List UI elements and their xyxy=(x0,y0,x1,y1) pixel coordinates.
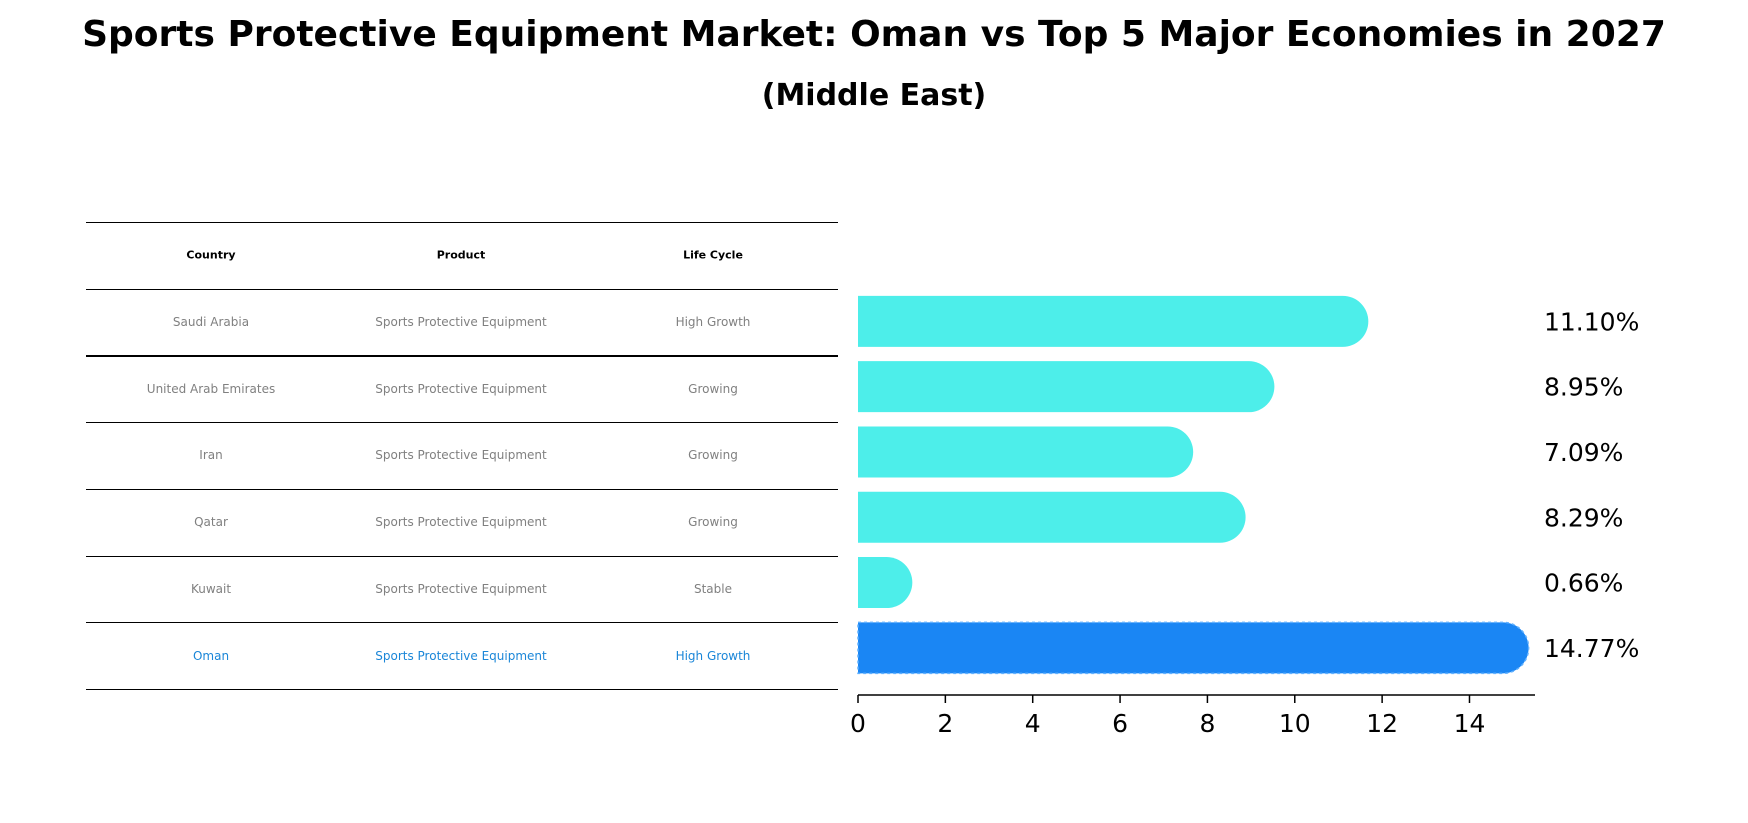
header-country: Country xyxy=(186,248,236,262)
cell-product: Sports Protective Equipment xyxy=(375,581,547,596)
bar-united-arab-emirates xyxy=(858,361,1275,413)
x-tick-label: 0 xyxy=(850,709,866,738)
cell-country: Qatar xyxy=(194,515,228,530)
x-tick-label: 6 xyxy=(1112,709,1128,738)
table-rule xyxy=(86,555,838,557)
table-rule xyxy=(86,688,838,691)
value-label: 14.77% xyxy=(1544,634,1639,663)
header-life-cycle: Life Cycle xyxy=(683,248,743,262)
table-rule xyxy=(86,222,838,224)
cell-life-cycle: High Growth xyxy=(675,648,751,663)
table-rule xyxy=(86,355,838,357)
bar-iran xyxy=(858,426,1194,478)
chart-title: Sports Protective Equipment Market: Oman… xyxy=(82,14,1666,55)
cell-product: Sports Protective Equipment xyxy=(375,381,547,396)
table-rule xyxy=(86,488,838,490)
bar-oman xyxy=(857,621,1530,675)
bar-qatar xyxy=(858,491,1246,543)
table-rule xyxy=(86,622,838,624)
x-tick-label: 2 xyxy=(937,709,953,738)
value-label: 8.95% xyxy=(1544,373,1623,402)
x-tick-label: 12 xyxy=(1366,709,1398,738)
cell-life-cycle: Growing xyxy=(688,448,738,463)
header-product: Product xyxy=(436,248,486,262)
x-tick-label: 14 xyxy=(1454,709,1486,738)
x-tick-label: 4 xyxy=(1025,709,1041,738)
cell-country: Iran xyxy=(199,448,223,463)
x-tick-label: 10 xyxy=(1279,709,1311,738)
bar-kuwait xyxy=(858,557,913,609)
cell-product: Sports Protective Equipment xyxy=(375,515,547,530)
value-label: 7.09% xyxy=(1544,438,1623,467)
value-label: 8.29% xyxy=(1544,503,1623,532)
value-label: 0.66% xyxy=(1544,569,1623,598)
value-label: 11.10% xyxy=(1544,307,1639,336)
cell-country: Kuwait xyxy=(190,581,232,596)
table-rule xyxy=(86,288,838,290)
bar-saudi-arabia xyxy=(858,295,1369,347)
cell-product: Sports Protective Equipment xyxy=(375,315,547,330)
cell-life-cycle: High Growth xyxy=(675,315,751,330)
cell-country: United Arab Emirates xyxy=(146,381,276,396)
cell-life-cycle: Stable xyxy=(693,581,732,596)
cell-product: Sports Protective Equipment xyxy=(375,448,547,463)
cell-country: Oman xyxy=(192,648,230,663)
cell-life-cycle: Growing xyxy=(688,381,738,396)
cell-country: Saudi Arabia xyxy=(172,315,250,330)
table-rule xyxy=(86,422,838,424)
cell-life-cycle: Growing xyxy=(688,515,738,530)
cell-product: Sports Protective Equipment xyxy=(375,648,547,663)
chart-subtitle: (Middle East) xyxy=(761,78,987,113)
x-tick-label: 8 xyxy=(1199,709,1215,738)
